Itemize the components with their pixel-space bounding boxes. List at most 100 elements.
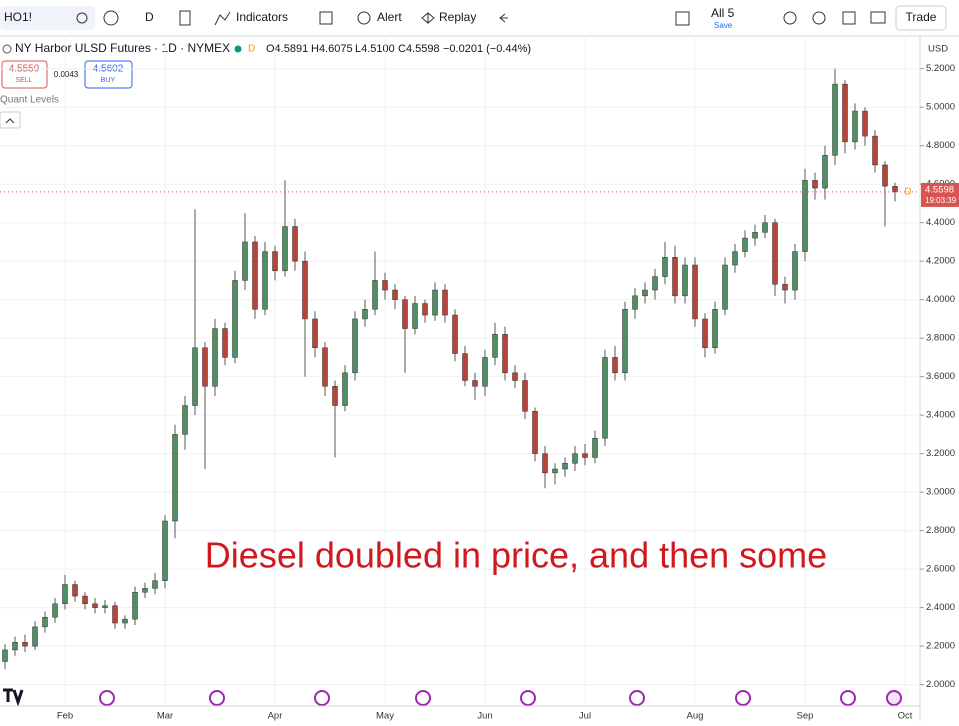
candle-body [642, 289, 648, 297]
sell-button[interactable] [1, 60, 48, 89]
candle-body [892, 186, 898, 193]
candle-body [272, 251, 278, 272]
candle-body [852, 110, 858, 143]
layout[interactable]: All 5 [711, 6, 735, 20]
price-marker: D [904, 187, 911, 198]
candle-body [512, 372, 518, 381]
candle-body [802, 180, 808, 252]
candle-body [752, 232, 758, 239]
symbol[interactable]: HO1! [4, 10, 32, 24]
candle-body [172, 434, 178, 522]
candle-body [472, 380, 478, 387]
candle-body [192, 347, 198, 406]
search-icon[interactable] [783, 11, 797, 25]
candle-body [452, 314, 458, 354]
event-icon[interactable] [520, 690, 536, 706]
candle-body [862, 110, 868, 137]
countdown: 19:03:39 [925, 196, 957, 205]
save[interactable]: Save [714, 21, 733, 30]
trade[interactable]: Trade [906, 10, 937, 24]
event-icon[interactable] [886, 690, 902, 706]
candle-body [492, 334, 498, 358]
layout-icon[interactable] [675, 11, 690, 26]
y-tick-label: 4.8000 [926, 140, 955, 151]
x-tick-label: Apr [268, 711, 283, 721]
x-tick-label: Mar [157, 711, 173, 721]
candle-body [702, 318, 708, 349]
candle-body [202, 347, 208, 387]
templates-icon[interactable] [319, 11, 333, 25]
candle-body [262, 251, 268, 310]
buy-button[interactable] [84, 60, 133, 89]
icon[interactable] [76, 12, 88, 24]
candle-body [562, 463, 568, 470]
event-icon[interactable] [735, 690, 751, 706]
collapse-icon[interactable] [5, 118, 15, 124]
undo-icon[interactable] [499, 13, 508, 23]
event-icon[interactable] [840, 690, 856, 706]
legend: NY Harbor ULSD Futures · 1D · NYMEX D O4… [0, 41, 531, 129]
collapse-button[interactable] [0, 111, 21, 129]
candle-body [312, 318, 318, 349]
candle-body [72, 584, 78, 597]
interval[interactable]: D [145, 10, 154, 24]
candle-body [442, 289, 448, 316]
event-icon[interactable] [415, 690, 431, 706]
add-icon[interactable] [103, 10, 119, 26]
candle-body [622, 309, 628, 374]
y-tick-label: 5.0000 [926, 102, 955, 113]
buy-label[interactable]: BUY [101, 77, 116, 84]
sell-label[interactable]: SELL [15, 77, 32, 84]
candle-body [582, 453, 588, 458]
x-tick-label: Sep [797, 711, 814, 721]
candle-body [22, 642, 28, 647]
snapshot-icon[interactable] [870, 11, 886, 24]
candle-body [342, 372, 348, 406]
candle-body [2, 649, 8, 662]
event-icon[interactable] [99, 690, 115, 706]
candle-body [292, 226, 298, 262]
event-icon[interactable] [209, 690, 225, 706]
event-icon[interactable] [314, 690, 330, 706]
candle-body [32, 626, 38, 647]
candle-body [772, 222, 778, 285]
candle-body [422, 303, 428, 316]
legend-open: O4.5891 [266, 43, 308, 55]
candle-body [152, 580, 158, 589]
indicators[interactable]: Indicators [236, 10, 288, 24]
settings-icon[interactable] [812, 11, 826, 25]
candle-icon[interactable] [179, 10, 191, 26]
candle-body [632, 295, 638, 310]
logo [3, 688, 24, 707]
fullscreen-icon[interactable] [842, 11, 856, 25]
event-icon[interactable] [629, 690, 645, 706]
alert-icon[interactable] [357, 11, 371, 25]
candle-body [372, 280, 378, 310]
y-tick-label: 4.2000 [926, 256, 955, 267]
trade-button[interactable] [895, 5, 947, 31]
candle-body [792, 251, 798, 291]
candle-body [872, 135, 878, 166]
candle-body [252, 241, 258, 310]
y-tick-label: 2.6000 [926, 564, 955, 575]
indicators-icon[interactable] [214, 11, 231, 26]
replay[interactable]: Replay [439, 10, 476, 24]
legend-title: NY Harbor ULSD Futures · 1D · NYMEX [15, 41, 230, 55]
candle-body [182, 405, 188, 435]
candle-body [592, 437, 598, 458]
y-tick-label: 2.4000 [926, 602, 955, 613]
candle-body [462, 353, 468, 381]
candle-body [822, 155, 828, 189]
candle-body [692, 264, 698, 320]
x-tick-label: Aug [687, 711, 704, 721]
candle-body [302, 260, 308, 320]
y-tick-label: 2.8000 [926, 525, 955, 536]
candle-body [542, 453, 548, 474]
symbol-box[interactable] [0, 6, 95, 30]
replay-icon[interactable] [421, 11, 435, 25]
candle-body [322, 347, 328, 387]
alert[interactable]: Alert [377, 10, 402, 24]
candle-body [812, 180, 818, 189]
x-tick-label: Jul [579, 711, 591, 721]
